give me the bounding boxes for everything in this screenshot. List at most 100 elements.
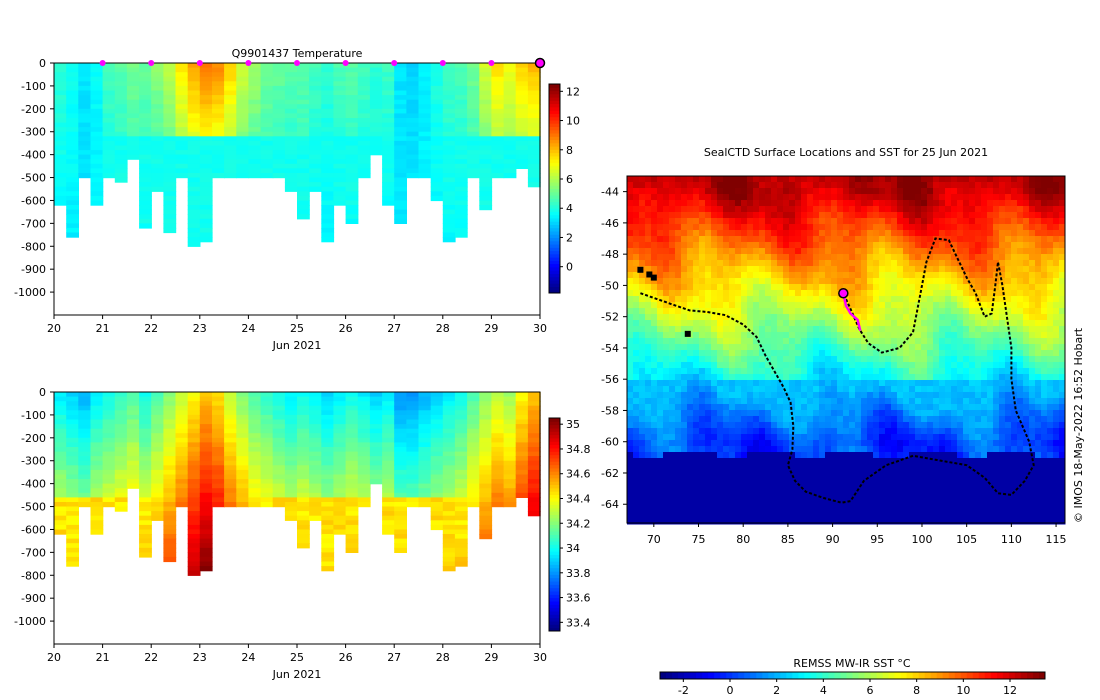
section-cell: [175, 163, 189, 169]
section-cell: [163, 145, 177, 151]
section-cell: [382, 200, 395, 206]
section-cell: [454, 154, 468, 160]
sst-cell: [717, 284, 724, 291]
sst-cell: [843, 260, 850, 267]
section-cell: [224, 168, 237, 174]
section-cell: [175, 150, 189, 156]
section-cell: [345, 131, 359, 137]
section-cell: [357, 392, 371, 398]
section-cell: [406, 95, 420, 101]
section-cell: [199, 214, 213, 220]
sst-cell: [993, 344, 1000, 351]
sst-cell: [705, 272, 712, 279]
section-cell: [369, 145, 383, 151]
sst-cell: [801, 290, 808, 297]
sst-cell: [1047, 218, 1054, 225]
sst-cell: [681, 212, 688, 219]
section-cell: [479, 488, 493, 494]
sst-cell: [843, 278, 850, 285]
colorbar-segment: [549, 581, 560, 585]
section-cell: [503, 140, 517, 147]
section-cell: [284, 405, 298, 411]
section-cell: [369, 414, 383, 421]
section-cell: [187, 442, 201, 448]
sst-cell: [1011, 212, 1018, 219]
section-cell: [187, 191, 201, 197]
section-cell: [442, 543, 456, 549]
sst-cell: [723, 326, 730, 333]
sst-cell: [1017, 194, 1024, 201]
section-cell: [139, 414, 152, 421]
section-cell: [382, 447, 395, 453]
section-cell: [66, 223, 79, 229]
section-cell: [114, 456, 128, 462]
sst-cell: [891, 260, 898, 267]
sst-cell: [987, 200, 994, 207]
section-cell: [467, 401, 480, 407]
sst-cell: [639, 272, 646, 279]
sst-cell: [855, 272, 862, 279]
sst-cell: [765, 212, 772, 219]
section-cell: [418, 113, 432, 119]
section-cell: [503, 497, 517, 503]
sst-cell: [861, 212, 868, 219]
sst-cell: [807, 314, 814, 321]
section-cell: [369, 108, 383, 114]
section-cell: [114, 428, 128, 434]
sst-cell: [981, 230, 988, 237]
section-cell: [78, 465, 92, 471]
section-cell: [260, 451, 274, 457]
colorbar-segment: [549, 247, 560, 252]
sst-cell: [705, 326, 712, 333]
sst-cell: [945, 206, 952, 213]
section-cell: [357, 131, 371, 137]
section-cell: [199, 534, 213, 540]
sst-cell: [795, 194, 802, 201]
section-cell: [321, 451, 335, 457]
sst-cell: [1011, 200, 1018, 207]
colorbar-segment: [549, 554, 560, 559]
sst-cell: [939, 206, 946, 213]
section-cell: [467, 168, 480, 174]
sst-cell: [843, 326, 850, 333]
section-cell: [321, 154, 335, 160]
section-cell: [333, 520, 347, 526]
sst-cell: [939, 200, 946, 207]
section-cell: [248, 104, 262, 110]
section-cell: [467, 140, 480, 147]
section-cell: [406, 104, 420, 110]
section-cell: [345, 447, 359, 453]
sst-cell: [891, 302, 898, 309]
section-cell: [114, 63, 128, 69]
section-cell: [357, 108, 371, 114]
section-cell: [297, 511, 310, 517]
sst-cell: [669, 182, 676, 189]
sst-cell: [687, 194, 694, 201]
sst-cell: [795, 356, 802, 363]
section-cell: [442, 465, 456, 471]
colorbar-segment: [549, 474, 560, 479]
section-cell: [284, 76, 298, 82]
section-cell: [491, 396, 505, 402]
section-cell: [175, 76, 189, 82]
section-cell: [102, 104, 116, 110]
sst-cell: [675, 368, 682, 375]
sst-cell: [963, 350, 970, 357]
sst-cell: [807, 212, 814, 219]
sst-cell: [1023, 200, 1030, 207]
section-cell: [102, 90, 116, 96]
section-cell: [515, 150, 529, 156]
sst-cell: [879, 314, 886, 321]
section-cell: [114, 163, 128, 169]
sst-cell: [1053, 344, 1060, 351]
section-cell: [260, 81, 274, 87]
section-cell: [430, 186, 444, 192]
sst-cell: [951, 230, 958, 237]
section-cell: [394, 163, 407, 169]
section-cell: [454, 163, 468, 169]
sst-cell: [873, 284, 880, 291]
section-cell: [151, 159, 164, 165]
sst-cell: [903, 260, 910, 267]
sst-cell: [837, 314, 844, 321]
section-cell: [479, 131, 493, 137]
